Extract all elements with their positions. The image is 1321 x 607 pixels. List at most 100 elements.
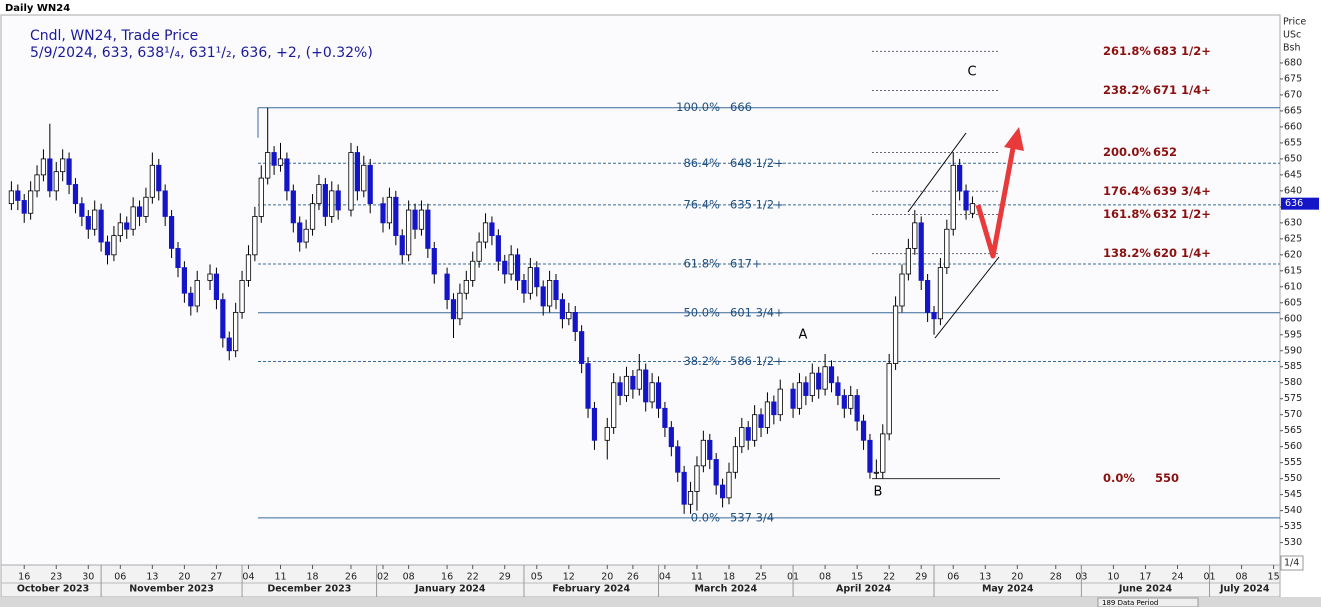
y-tick-label: 580 [1284, 377, 1302, 388]
x-tick-label: 24 [1171, 572, 1183, 583]
candle-body [905, 248, 911, 275]
candle-body [117, 222, 123, 237]
legend-line: Cndl, WN24, Trade Price [30, 28, 198, 44]
candle-body [111, 235, 117, 256]
month-label: January 2024 [414, 584, 486, 595]
x-tick-label: 11 [274, 572, 286, 583]
candle-body [950, 164, 956, 230]
plot-area [0, 14, 1281, 566]
data-period: 189 Data Period [1102, 599, 1158, 607]
candle-body [572, 311, 578, 332]
extension-pct: 200.0% [1103, 145, 1151, 159]
retracement-value: 586 1/2+ [730, 354, 784, 368]
candle-body [181, 267, 187, 294]
candle-body [963, 190, 969, 211]
candle-body [297, 222, 303, 243]
candle-body [40, 158, 47, 176]
y-tick-label: 615 [1284, 265, 1302, 276]
axis-header: Price [1283, 17, 1306, 28]
y-tick-label: 640 [1284, 185, 1302, 196]
x-tick-label: 18 [723, 572, 735, 583]
last-price-label: 636 [1285, 198, 1303, 209]
x-tick-label: 22 [467, 572, 479, 583]
candle-body [912, 222, 918, 249]
candle-body [425, 209, 431, 249]
candle-body [335, 190, 341, 211]
y-tick-label: 680 [1284, 57, 1302, 68]
page-box [1280, 555, 1304, 571]
y-tick-label: 530 [1284, 537, 1302, 548]
candle-body [796, 382, 803, 409]
candle-body [380, 203, 386, 224]
candle-body [553, 280, 559, 300]
candle-body [156, 164, 162, 192]
candle-body [245, 254, 252, 281]
y-tick-label: 595 [1284, 329, 1302, 340]
candle-body [412, 209, 418, 230]
candle-body [98, 209, 104, 243]
y-tick-label: 645 [1284, 169, 1302, 180]
x-tick-label: 15 [851, 572, 863, 583]
candle-body [752, 414, 758, 441]
retracement-value: 635 1/2+ [730, 197, 784, 211]
candle-body [149, 164, 155, 198]
x-tick-label: 18 [306, 572, 318, 583]
candle-body [758, 414, 764, 428]
x-tick-label: 13 [146, 572, 158, 583]
month-label: May 2024 [982, 584, 1034, 595]
candle-body [399, 235, 405, 256]
x-tick-label: 30 [82, 572, 94, 583]
channel-line [934, 256, 1000, 339]
candle-body [226, 337, 232, 352]
candle-body [393, 196, 399, 237]
candle-body [463, 280, 469, 294]
retracement-pct: 76.4% [683, 197, 720, 211]
x-tick-label: 17 [1139, 572, 1151, 583]
candle-body [937, 267, 944, 320]
candle-body [848, 395, 854, 409]
candle-body [386, 196, 393, 224]
candle-body [880, 433, 886, 473]
drawings [907, 127, 1024, 339]
x-tick-label: 10 [1107, 572, 1119, 583]
candle-body [239, 280, 245, 313]
candle-body [559, 299, 566, 320]
candle-body [668, 427, 674, 448]
candle-body [143, 196, 149, 217]
data-period-box [1097, 597, 1199, 607]
retracement-value: 537 3/4 [730, 510, 774, 524]
candle-body [431, 248, 437, 275]
candle-body [252, 216, 258, 256]
page-indicator: 1/4 [1284, 558, 1299, 569]
candle-body [860, 420, 867, 441]
month-label: February 2024 [552, 584, 630, 595]
x-axis-area [0, 564, 1281, 598]
y-tick-label: 630 [1284, 217, 1302, 228]
candle-body [322, 184, 328, 217]
candle-body [354, 152, 360, 192]
retracement-pct: 86.4% [683, 156, 720, 170]
candle-body [130, 206, 136, 230]
candle-body [643, 369, 649, 403]
candle-body [329, 190, 335, 217]
candle-body [444, 273, 450, 300]
candle-body [745, 427, 751, 441]
candle-body [104, 241, 111, 256]
wave-label: B [874, 485, 883, 500]
extension-value: 620 1/4+ [1153, 246, 1211, 260]
x-tick-label: 29 [499, 572, 511, 583]
candle-body [489, 222, 495, 237]
candle-body [60, 158, 66, 173]
candle-body [476, 241, 482, 262]
candle-body [623, 375, 630, 396]
x-tick-label: 16 [441, 572, 453, 583]
candle-body [655, 382, 662, 409]
candle-body [502, 260, 508, 275]
candle-body [636, 369, 642, 390]
candle-body [495, 235, 501, 262]
y-tick-label: 665 [1284, 105, 1302, 116]
y-tick-label: 675 [1284, 73, 1302, 84]
candle-body [726, 471, 732, 499]
month-label: November 2023 [129, 584, 214, 595]
x-tick-label: 26 [627, 572, 639, 583]
